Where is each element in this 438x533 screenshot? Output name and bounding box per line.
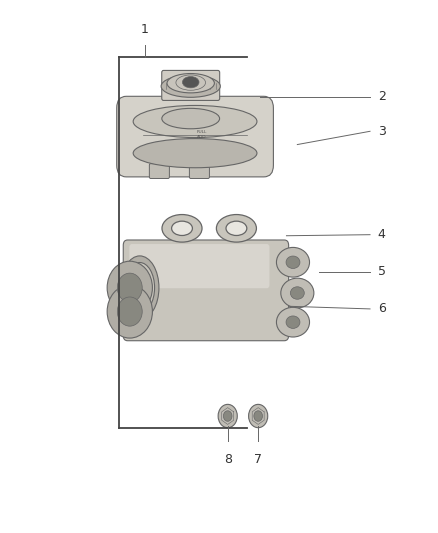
FancyBboxPatch shape <box>162 70 220 100</box>
Ellipse shape <box>281 278 314 308</box>
Ellipse shape <box>117 273 142 302</box>
Ellipse shape <box>162 215 202 242</box>
Ellipse shape <box>107 261 152 314</box>
FancyBboxPatch shape <box>129 244 269 288</box>
Circle shape <box>254 411 262 421</box>
Ellipse shape <box>276 308 310 337</box>
Ellipse shape <box>107 285 152 338</box>
Text: 5: 5 <box>378 265 386 278</box>
Text: 3: 3 <box>378 125 386 138</box>
Ellipse shape <box>276 247 310 277</box>
FancyBboxPatch shape <box>123 240 289 341</box>
Ellipse shape <box>125 263 155 313</box>
FancyBboxPatch shape <box>149 164 170 179</box>
Ellipse shape <box>117 297 142 326</box>
Ellipse shape <box>167 74 214 93</box>
Text: 8: 8 <box>224 453 232 466</box>
Ellipse shape <box>133 106 257 138</box>
Ellipse shape <box>286 256 300 269</box>
Ellipse shape <box>120 256 159 319</box>
Ellipse shape <box>226 221 247 236</box>
Text: ADD: ADD <box>197 135 206 139</box>
Ellipse shape <box>162 108 219 129</box>
Ellipse shape <box>182 77 199 88</box>
Text: FULL: FULL <box>196 130 207 134</box>
FancyBboxPatch shape <box>189 164 209 179</box>
Text: 6: 6 <box>378 302 386 316</box>
FancyBboxPatch shape <box>117 96 273 177</box>
Text: 1: 1 <box>141 23 149 36</box>
Ellipse shape <box>161 75 220 98</box>
Circle shape <box>218 405 237 427</box>
Ellipse shape <box>133 139 257 168</box>
Circle shape <box>249 405 268 427</box>
Ellipse shape <box>286 316 300 328</box>
Ellipse shape <box>216 215 256 242</box>
Ellipse shape <box>290 287 304 299</box>
Circle shape <box>223 411 232 421</box>
Text: 4: 4 <box>378 228 386 241</box>
Text: 7: 7 <box>254 453 262 466</box>
Text: 2: 2 <box>378 90 386 103</box>
Ellipse shape <box>172 221 192 236</box>
